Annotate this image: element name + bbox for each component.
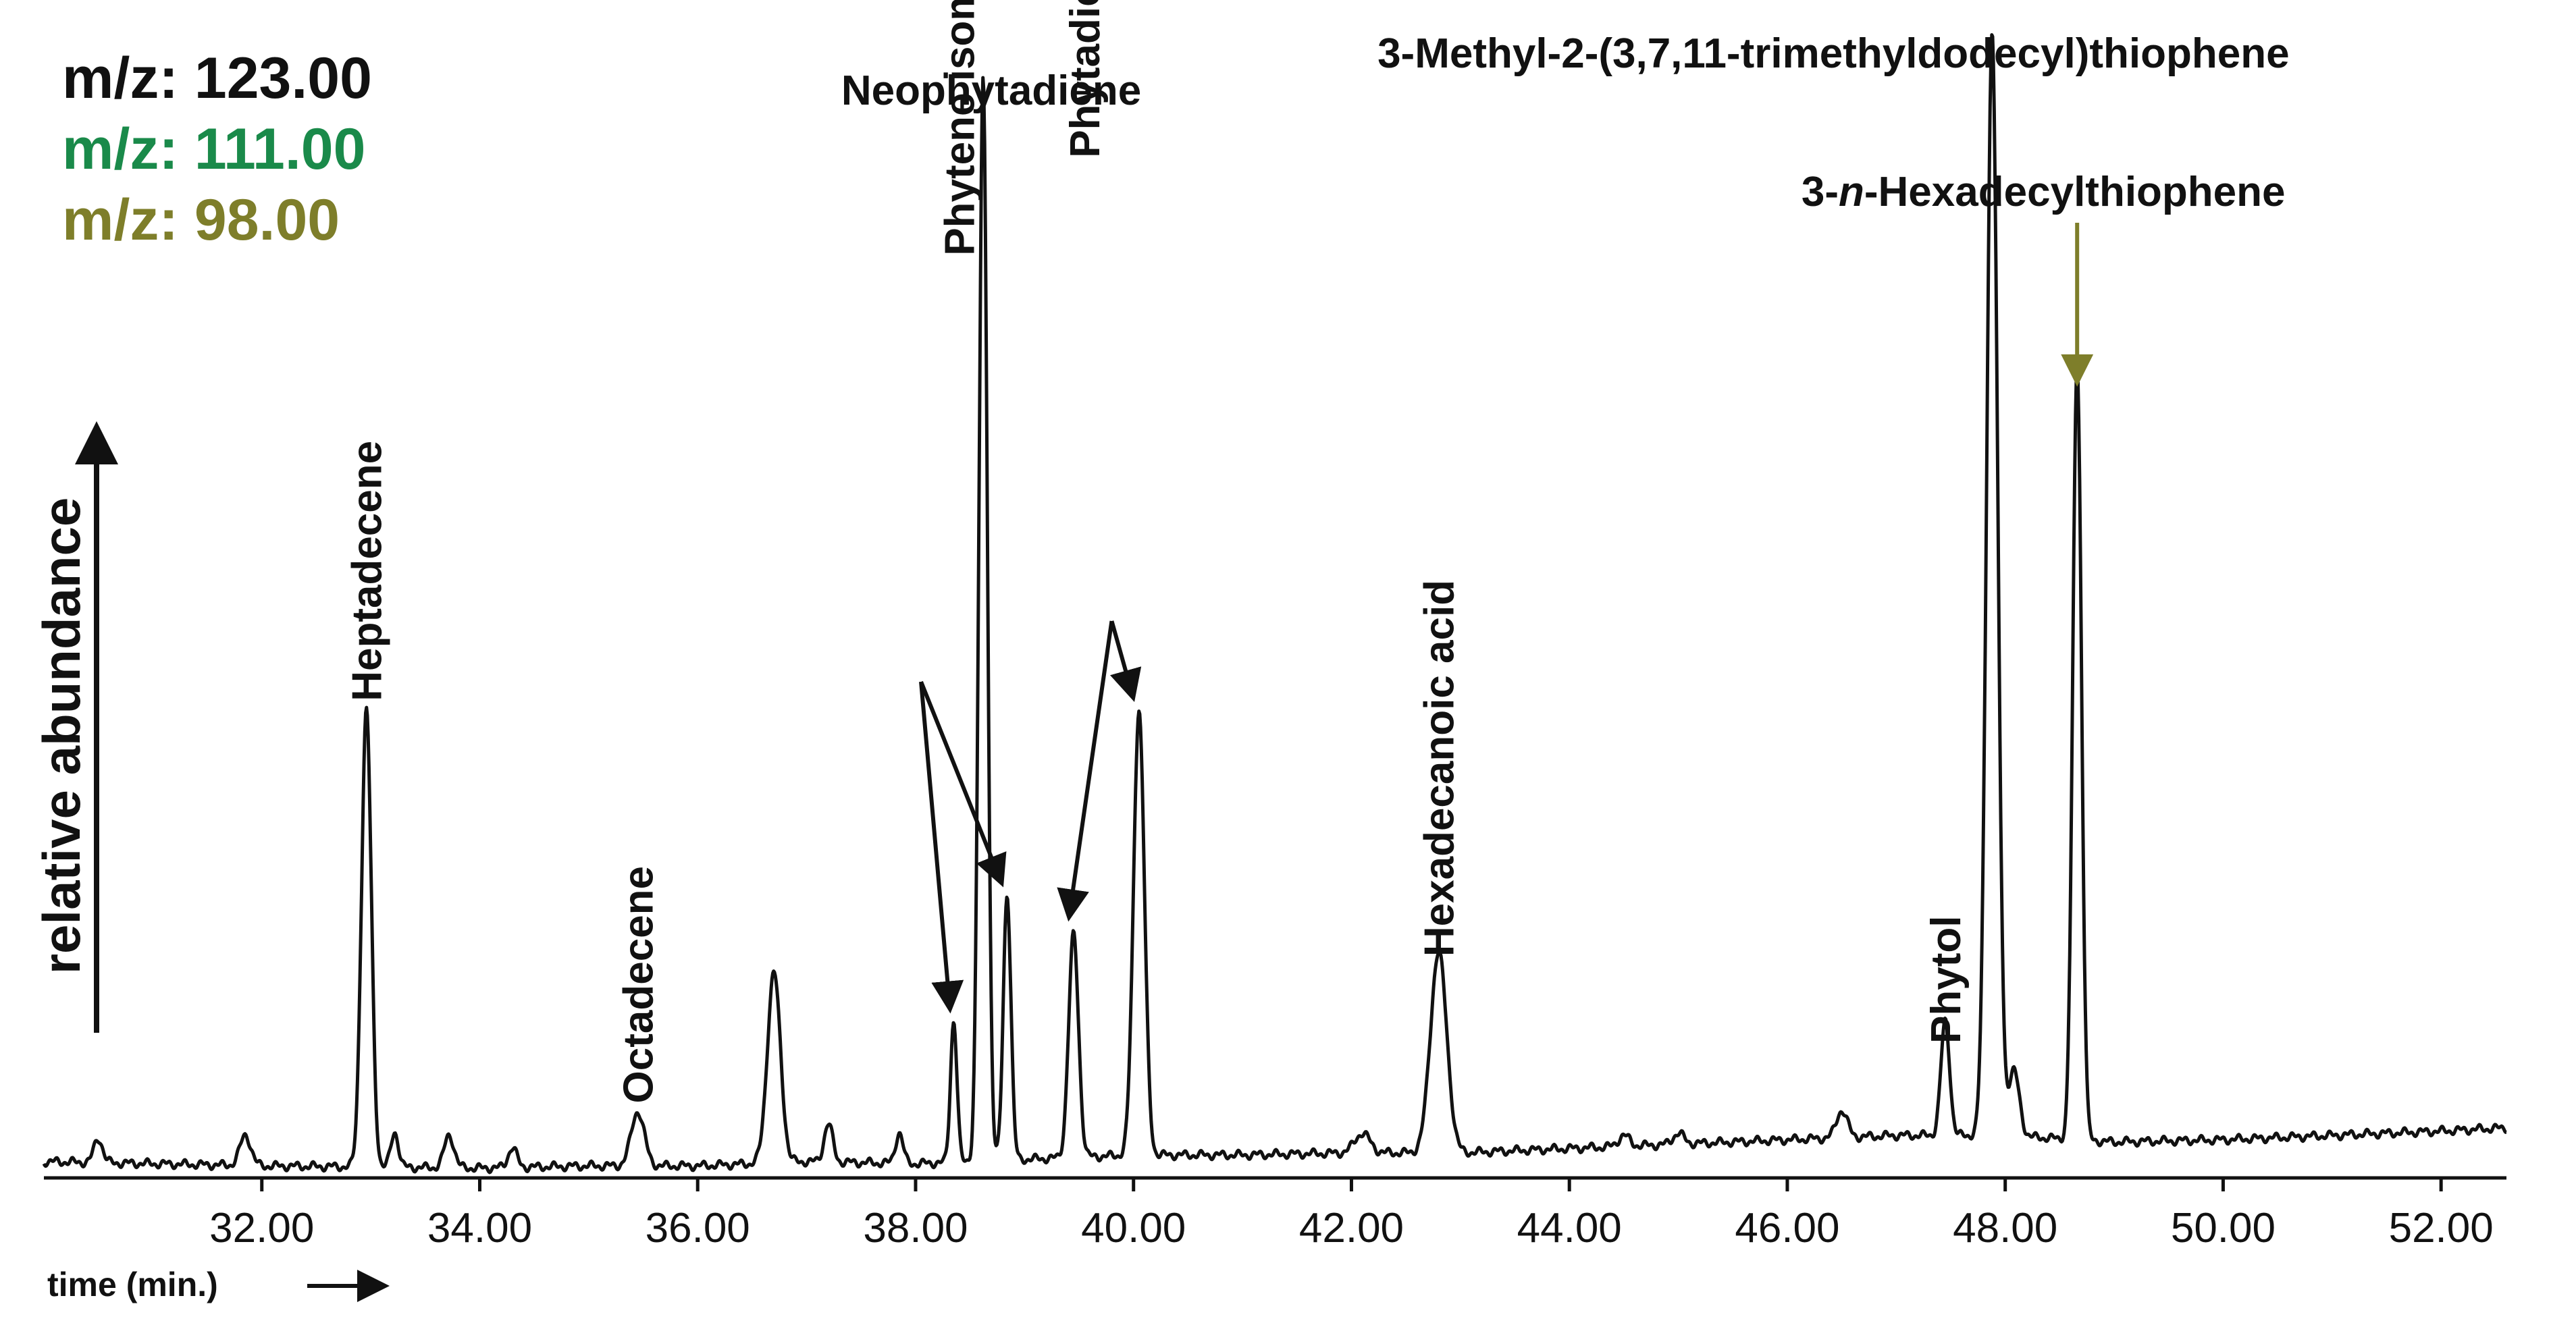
peak-label-phytene-isomers: Phytene isomers [937, 0, 984, 256]
peak-arrow-phytene-isomers-0 [919, 681, 964, 1014]
y-axis: relative abundance [32, 421, 118, 1033]
y-axis-title: relative abundance [32, 497, 91, 975]
x-axis: 32.00 34.00 36.00 38.00 40.00 42.00 44.00 46.00… [44, 1176, 2506, 1303]
peak-label-part-0: 3- [1802, 169, 1839, 215]
peak-arrow-phytadiene-isomers-1 [1109, 620, 1142, 702]
x-tick-label-4: 40.00 [1081, 1205, 1186, 1251]
x-ticks [260, 1178, 2443, 1191]
x-tick-label-9: 50.00 [2171, 1205, 2276, 1251]
x-axis-title: time (min.) [47, 1266, 218, 1303]
peak-arrows [919, 223, 2094, 1014]
x-tick-label-1: 34.00 [427, 1205, 532, 1251]
peak-labels: Heptadecene Octadecene Phytene isomersNeop… [344, 0, 2290, 1104]
peak-label-phytadiene-isomers: Phytadiene isomers [1062, 0, 1109, 158]
chromatogram-trace [42, 33, 2508, 1175]
legend-entry-mz-123: m/z: 123.00 [62, 46, 372, 111]
legend-entry-mz-111: m/z: 111.00 [62, 117, 365, 182]
peak-label-part-1: n [1839, 169, 1864, 215]
legend: m/z: 123.00 m/z: 111.00 m/z: 98.00 [62, 46, 372, 252]
x-tick-label-10: 52.00 [2389, 1205, 2494, 1251]
peak-arrow-phytadiene-isomers-0 [1057, 620, 1114, 922]
peak-arrow-phytene-isomers-1 [919, 680, 1007, 888]
x-tick-labels: 32.00 34.00 36.00 38.00 40.00 42.00 44.00 46.00… [209, 1205, 2494, 1251]
x-tick-label-0: 32.00 [209, 1205, 314, 1251]
x-tick-label-3: 38.00 [863, 1205, 968, 1251]
peak-label-heptadecene: Heptadecene [344, 441, 391, 701]
peak-label-3-methyl-2-3-7-11-trimethyldodecyl-thiophene: 3-Methyl-2-(3,7,11-trimethyldodecyl)thio… [1377, 30, 2289, 77]
x-tick-label-5: 42.00 [1299, 1205, 1404, 1251]
peak-label-hexadecanoic-acid: Hexadecanoic acid [1417, 580, 1463, 956]
peak-label-neophytadiene: Neophytadiene [841, 68, 1141, 114]
peak-label-phytol: Phytol [1923, 915, 1970, 1043]
peak-label-part-2: -Hexadecylthiophene [1864, 169, 2286, 215]
peak-label-octadecene: Octadecene [615, 866, 662, 1104]
x-tick-label-6: 44.00 [1517, 1205, 1622, 1251]
x-tick-label-2: 36.00 [646, 1205, 750, 1251]
peak-label-3-n-hexadecylthiophene: 3-n-Hexadecylthiophene [1802, 169, 2286, 215]
x-tick-label-8: 48.00 [1953, 1205, 2057, 1251]
x-tick-label-7: 46.00 [1735, 1205, 1839, 1251]
legend-entry-mz-98: m/z: 98.00 [62, 188, 340, 252]
